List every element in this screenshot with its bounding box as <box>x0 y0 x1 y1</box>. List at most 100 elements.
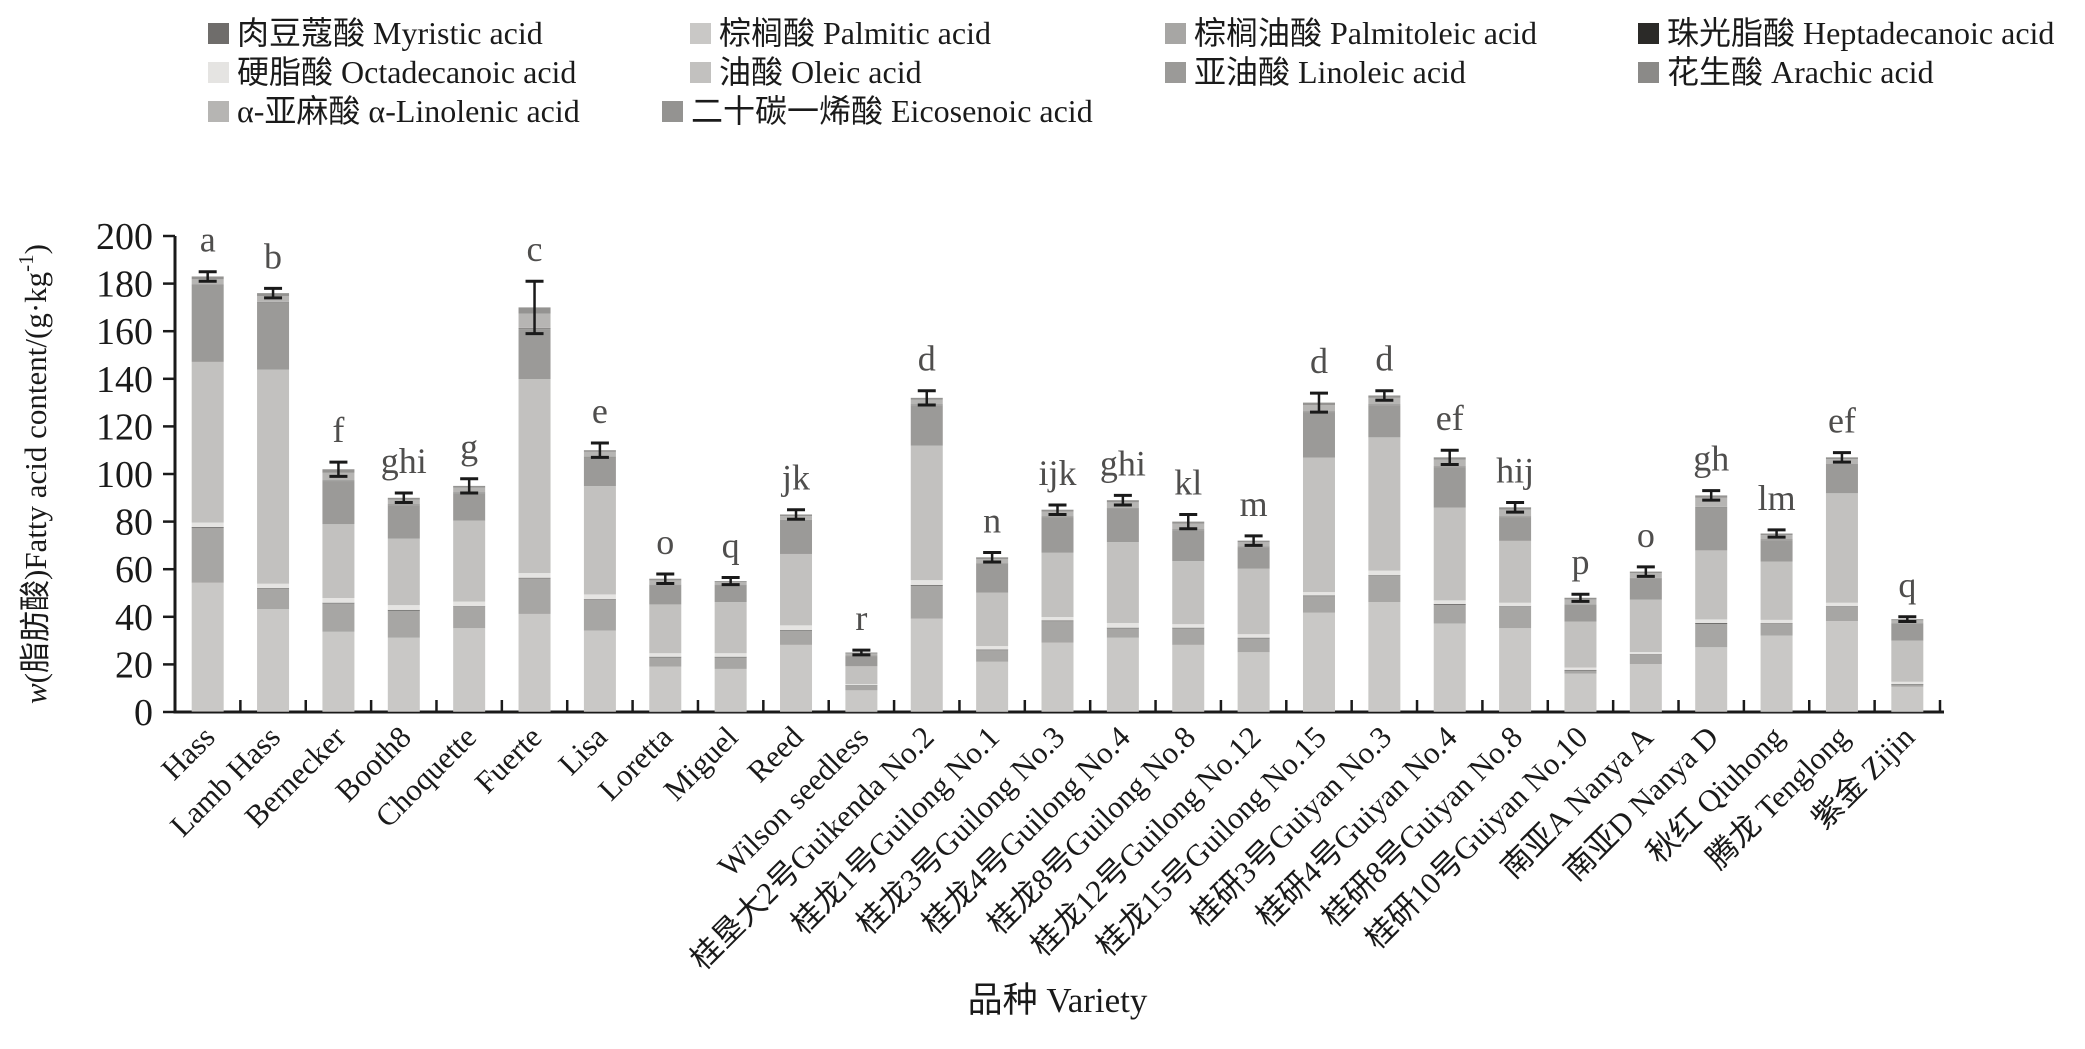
legend-label: 棕榈油酸 Palmitoleic acid <box>1194 15 1537 51</box>
sig-letter: gh <box>1693 439 1729 479</box>
bar-segment <box>1368 575 1401 603</box>
bar-segment <box>910 618 943 712</box>
bar-segment <box>976 592 1009 647</box>
bar-segment <box>1237 634 1270 638</box>
bar-segment <box>1499 628 1532 712</box>
y-tick-label: 120 <box>96 406 153 448</box>
bar-segment <box>1433 466 1466 468</box>
bar-segment <box>845 656 878 667</box>
legend-swatch <box>690 62 711 83</box>
bar-segment <box>191 582 224 712</box>
bar-segment <box>257 588 290 610</box>
bar-segment <box>453 493 486 521</box>
bar-segment <box>1237 547 1270 569</box>
sig-letter: d <box>1375 339 1393 379</box>
x-axis-title: 品种 Variety <box>968 981 1148 1020</box>
bar-segment <box>649 666 682 712</box>
bar-segment <box>1106 508 1139 509</box>
bar-segment <box>1106 542 1139 623</box>
bar-segment <box>845 666 878 685</box>
bar-segment <box>714 585 747 603</box>
bar-segment <box>1041 621 1074 643</box>
bar-segment <box>191 361 224 523</box>
sig-letter: ef <box>1828 401 1856 441</box>
bar-segment <box>257 302 290 370</box>
bar-segment <box>583 486 616 595</box>
legend-swatch <box>1638 62 1659 83</box>
bar-segment <box>453 601 486 607</box>
sig-letter: q <box>722 526 740 566</box>
bar-segment <box>583 599 616 631</box>
bar-segment <box>583 594 616 600</box>
bar-segment <box>1368 404 1401 406</box>
legend-swatch <box>1165 62 1186 83</box>
sig-letter: c <box>527 229 543 269</box>
bar-segment <box>387 637 420 712</box>
bar-segment <box>1760 635 1793 712</box>
bar-segment <box>387 610 420 638</box>
bar-segment <box>1172 561 1205 625</box>
bar-segment <box>387 505 420 539</box>
bar-segment <box>1760 623 1793 636</box>
sig-letter: ghi <box>381 441 427 481</box>
y-tick-label: 40 <box>115 597 153 639</box>
sig-letter: p <box>1571 542 1589 582</box>
sig-letter: b <box>264 236 282 276</box>
bar-segment <box>1760 561 1793 620</box>
bar-segment <box>191 528 224 583</box>
bar-segment <box>1041 642 1074 712</box>
bar-segment <box>322 603 355 632</box>
bar-segment <box>1760 540 1793 562</box>
bar-segment <box>1302 592 1335 596</box>
bar-segment <box>780 644 813 712</box>
bar-segment <box>976 646 1009 650</box>
y-tick-label: 100 <box>96 454 153 496</box>
bar-segment <box>1302 612 1335 712</box>
bar-segment <box>1891 686 1924 712</box>
bar-segment <box>1237 637 1270 653</box>
bar-segment <box>1760 619 1793 624</box>
sig-letter: ijk <box>1038 453 1076 493</box>
bar-segment <box>1302 412 1335 458</box>
legend-label: 棕榈酸 Palmitic acid <box>719 15 991 51</box>
bar-segment <box>649 585 682 605</box>
bar-segment <box>1368 405 1401 438</box>
sig-letter: jk <box>780 458 810 498</box>
bar-segment <box>714 602 747 654</box>
bar-segment <box>322 481 355 525</box>
y-tick-label: 20 <box>115 644 153 686</box>
bar-segment <box>1499 516 1532 518</box>
bar-segment <box>322 597 355 603</box>
bar-segment <box>714 668 747 712</box>
legend-swatch <box>662 101 683 122</box>
bar-segment <box>780 520 813 554</box>
bar-segment <box>1172 530 1205 562</box>
bar-segment <box>1172 624 1205 628</box>
bar-segment <box>1172 644 1205 712</box>
bar-segment <box>1172 628 1205 645</box>
bar-segment <box>322 480 355 482</box>
bar-segment <box>387 504 420 506</box>
bar-segment <box>191 711 224 712</box>
bar-segment <box>191 522 224 528</box>
bar-segment <box>910 405 943 446</box>
bar-segment <box>1564 604 1597 622</box>
bar-segment <box>583 457 616 487</box>
bar-segment <box>1695 507 1728 551</box>
bar-segment <box>649 653 682 657</box>
legend-label: 二十碳一烯酸 Eicosenoic acid <box>691 93 1093 129</box>
bar-segment <box>1302 596 1335 613</box>
sig-letter: g <box>460 427 478 467</box>
sig-letter: hij <box>1496 451 1534 491</box>
bar-segment <box>780 630 813 645</box>
bar-segment <box>1237 568 1270 635</box>
sig-letter: o <box>1637 515 1655 555</box>
sig-letter: d <box>1310 341 1328 381</box>
bar-segment <box>1499 606 1532 629</box>
bar-segment <box>257 369 290 584</box>
bar-segment <box>1237 652 1270 712</box>
bar-segment <box>1891 684 1924 687</box>
bar-segment <box>257 609 290 712</box>
sig-letter: q <box>1898 565 1916 605</box>
y-tick-label: 200 <box>96 216 153 258</box>
